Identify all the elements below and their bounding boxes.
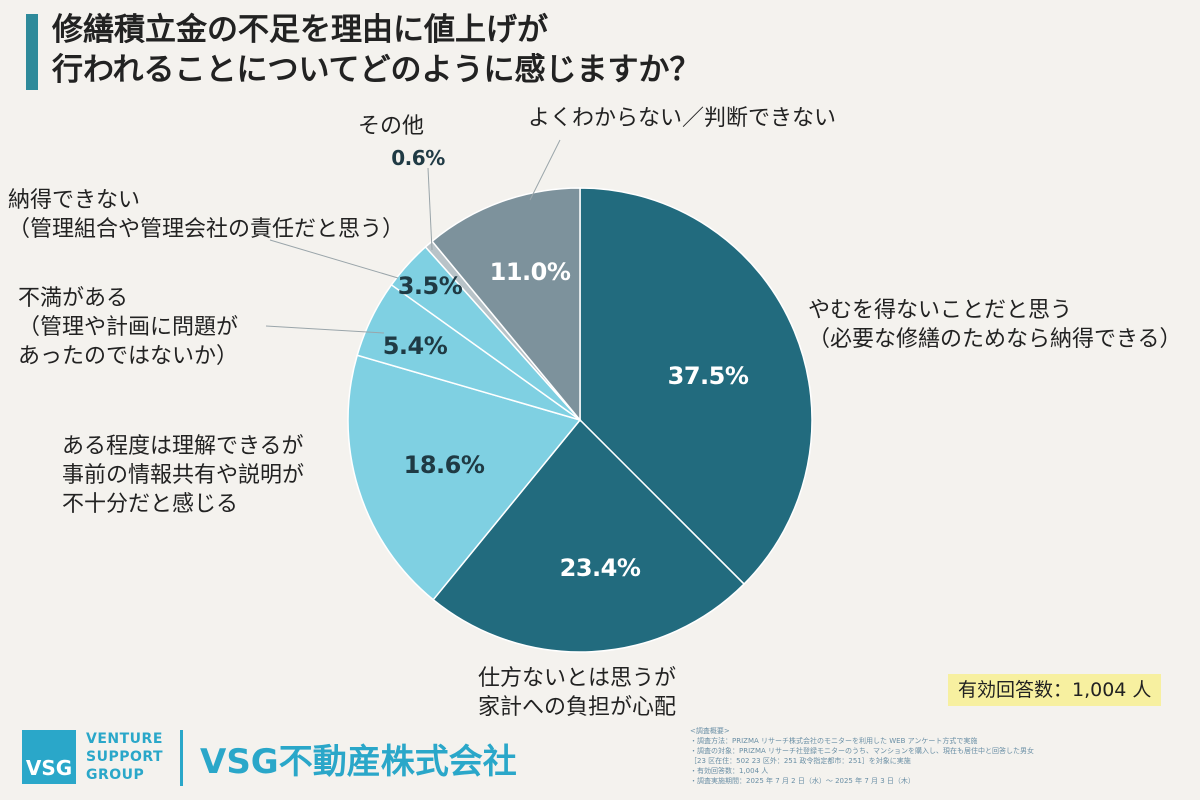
slice-value-1: 23.4%	[559, 554, 641, 582]
slice-label-2-line-2: 事前の情報共有や説明が	[62, 463, 305, 488]
respondent-count-badge: 有効回答数：1,004 人	[948, 674, 1162, 706]
slice-value-6: 11.0%	[489, 258, 571, 286]
slice-label-3-line-3: あったのではないか）	[18, 344, 239, 369]
slice-label-2-line-1: ある程度は理解できるが	[62, 434, 304, 459]
leader-line-6	[529, 139, 561, 201]
slice-label-1-line-1: 仕方ないとは思うが	[478, 666, 677, 691]
logo-line-1: VENTURE	[86, 731, 163, 747]
survey-target-2: ［23 区在住：502 23 区外：251 政令指定都市：251］を対象に実施	[690, 757, 911, 765]
title-accent-bar	[26, 14, 38, 90]
leader-line-3	[265, 325, 385, 334]
slice-label-3-line-2: （管理や計画に問題が	[18, 315, 239, 340]
leader-line-5	[427, 167, 433, 251]
slice-label-5: その他	[358, 112, 424, 141]
survey-period: ・調査実施期間：2025 年 7 月 2 日（水）〜 2025 年 7 月 3 …	[690, 777, 915, 785]
slice-value-3: 5.4%	[382, 332, 448, 360]
logo-line-3: GROUP	[86, 767, 145, 783]
chart-title: 修繕積立金の不足を理由に値上げが 行われることについてどのように感じますか？	[52, 10, 701, 90]
slice-label-0-line-2: （必要な修繕のためなら納得できる）	[808, 327, 1182, 352]
slice-label-0: やむを得ないことだと思う （必要な修繕のためなら納得できる）	[808, 296, 1182, 354]
slice-label-4-line-1: 納得できない	[8, 188, 141, 213]
slice-value-5: 0.6%	[391, 146, 445, 170]
logo-divider	[180, 730, 183, 786]
survey-method: ・調査方法：PRIZMA リサーチ株式会社のモニターを利用した WEB アンケー…	[690, 737, 978, 745]
slice-label-0-line-1: やむを得ないことだと思う	[808, 298, 1073, 323]
vsg-logo-text: VENTURE SUPPORT GROUP	[86, 730, 163, 784]
pie-slice-2	[347, 354, 582, 601]
slice-label-2-line-3: 不十分だと感じる	[62, 492, 239, 517]
survey-heading: <調査概要>	[690, 727, 730, 735]
slice-label-3: 不満がある （管理や計画に問題が あったのではないか）	[18, 284, 238, 371]
slice-value-4: 3.5%	[397, 272, 463, 300]
slice-label-3-line-1: 不満がある	[18, 286, 129, 311]
chart-title-line-2: 行われることについてどのように感じますか？	[52, 52, 701, 88]
vsg-logo-mark: VSG	[22, 730, 76, 784]
slice-label-1: 仕方ないとは思うが 家計への負担が心配	[478, 664, 676, 722]
slice-label-6-line-1: よくわからない／判断できない	[528, 106, 837, 131]
survey-count: ・有効回答数：1,004 人	[690, 767, 769, 775]
slice-label-6: よくわからない／判断できない	[528, 104, 836, 133]
survey-note: <調査概要> ・調査方法：PRIZMA リサーチ株式会社のモニターを利用した W…	[690, 726, 1034, 786]
slice-label-1-line-2: 家計への負担が心配	[478, 695, 677, 720]
pie-slice-0	[579, 187, 813, 586]
leader-line-4	[269, 239, 399, 279]
slice-label-4-line-2: （管理組合や管理会社の責任だと思う）	[8, 217, 405, 242]
chart-title-line-1: 修繕積立金の不足を理由に値上げが	[52, 12, 548, 48]
slice-label-2: ある程度は理解できるが 事前の情報共有や説明が 不十分だと感じる	[62, 432, 304, 519]
slice-value-0: 37.5%	[667, 362, 749, 390]
slice-label-5-line-1: その他	[358, 114, 425, 139]
pie-slice-1	[432, 418, 746, 653]
slice-value-2: 18.6%	[403, 451, 485, 479]
pie-slice-6	[431, 187, 581, 423]
survey-target-1: ・調査の対象：PRIZMA リサーチ社登録モニターのうち、マンションを購入し、現…	[690, 747, 1034, 755]
slice-label-4: 納得できない （管理組合や管理会社の責任だと思う）	[8, 186, 404, 244]
company-name: VSG不動産株式会社	[200, 742, 517, 782]
logo-line-2: SUPPORT	[86, 749, 164, 765]
